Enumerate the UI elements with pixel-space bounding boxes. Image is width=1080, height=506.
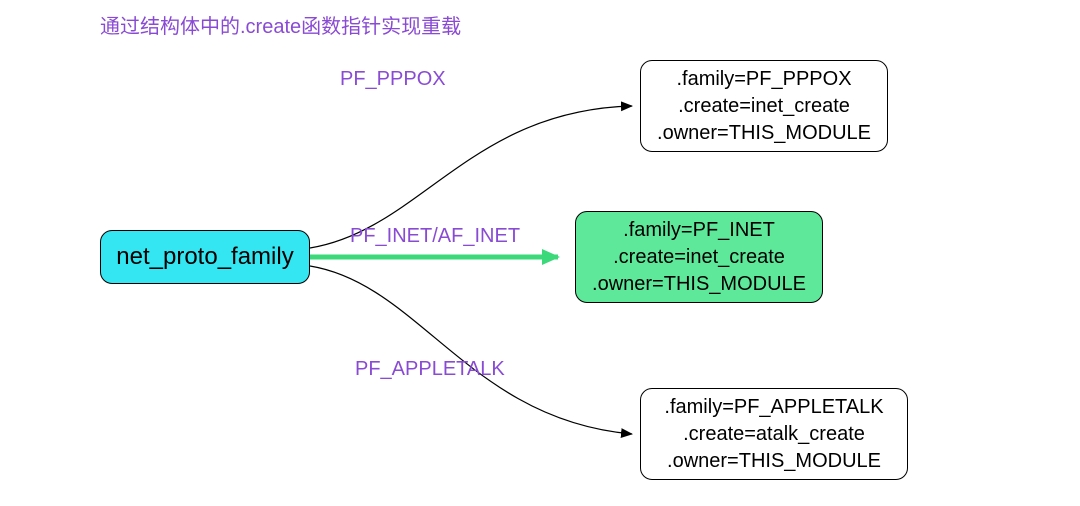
- target-inet-line-0: .family=PF_INET: [623, 217, 775, 244]
- diagram-title: 通过结构体中的.create函数指针实现重载: [100, 10, 461, 39]
- edge-label-appletalk: PF_APPLETALK: [355, 358, 505, 381]
- edge-label-pppox: PF_PPPOX: [340, 68, 446, 91]
- target-node-appletalk: .family=PF_APPLETALK.create=atalk_create…: [640, 388, 908, 480]
- target-pppox-line-1: .create=inet_create: [678, 93, 850, 120]
- target-appletalk-line-0: .family=PF_APPLETALK: [664, 394, 883, 421]
- target-inet-line-2: .owner=THIS_MODULE: [592, 271, 806, 298]
- diagram-canvas: { "title": { "text": "通过结构体中的.create函数指针…: [0, 0, 1080, 506]
- source-node-label: net_proto_family: [116, 241, 293, 273]
- source-node-net-proto-family: net_proto_family: [100, 230, 310, 284]
- target-inet-line-1: .create=inet_create: [613, 244, 785, 271]
- target-pppox-line-0: .family=PF_PPPOX: [676, 66, 851, 93]
- target-node-pppox: .family=PF_PPPOX.create=inet_create.owne…: [640, 60, 888, 152]
- target-appletalk-line-1: .create=atalk_create: [683, 421, 865, 448]
- target-node-inet: .family=PF_INET.create=inet_create.owner…: [575, 211, 823, 303]
- edge-label-inet: PF_INET/AF_INET: [350, 225, 520, 248]
- target-appletalk-line-2: .owner=THIS_MODULE: [667, 448, 881, 475]
- target-pppox-line-2: .owner=THIS_MODULE: [657, 120, 871, 147]
